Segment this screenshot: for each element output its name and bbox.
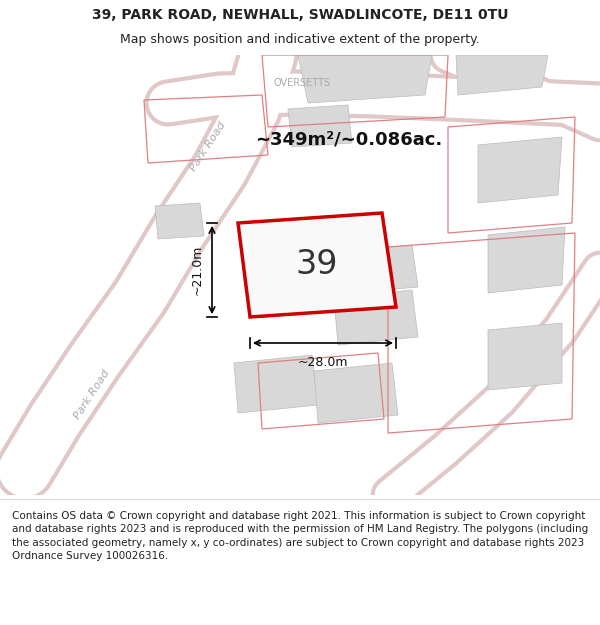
- Polygon shape: [334, 290, 418, 345]
- Text: 39: 39: [295, 249, 338, 281]
- Text: ~28.0m: ~28.0m: [298, 356, 348, 369]
- Text: Map shows position and indicative extent of the property.: Map shows position and indicative extent…: [120, 33, 480, 46]
- Polygon shape: [314, 363, 398, 423]
- Text: ~349m²/~0.086ac.: ~349m²/~0.086ac.: [255, 131, 442, 149]
- Polygon shape: [298, 55, 432, 103]
- Polygon shape: [288, 105, 352, 147]
- Text: Contains OS data © Crown copyright and database right 2021. This information is : Contains OS data © Crown copyright and d…: [12, 511, 588, 561]
- Polygon shape: [234, 355, 318, 413]
- Polygon shape: [348, 245, 418, 293]
- Text: Park Road: Park Road: [188, 121, 227, 174]
- Polygon shape: [488, 323, 562, 390]
- Text: OVERSETTS: OVERSETTS: [274, 78, 331, 88]
- Text: Park Road: Park Road: [73, 369, 112, 421]
- Polygon shape: [488, 227, 565, 293]
- Text: ~21.0m: ~21.0m: [191, 245, 204, 295]
- Polygon shape: [282, 261, 342, 307]
- Polygon shape: [456, 55, 548, 95]
- Polygon shape: [155, 203, 204, 239]
- Text: 39, PARK ROAD, NEWHALL, SWADLINCOTE, DE11 0TU: 39, PARK ROAD, NEWHALL, SWADLINCOTE, DE1…: [92, 8, 508, 22]
- Polygon shape: [478, 137, 562, 203]
- Polygon shape: [238, 213, 396, 317]
